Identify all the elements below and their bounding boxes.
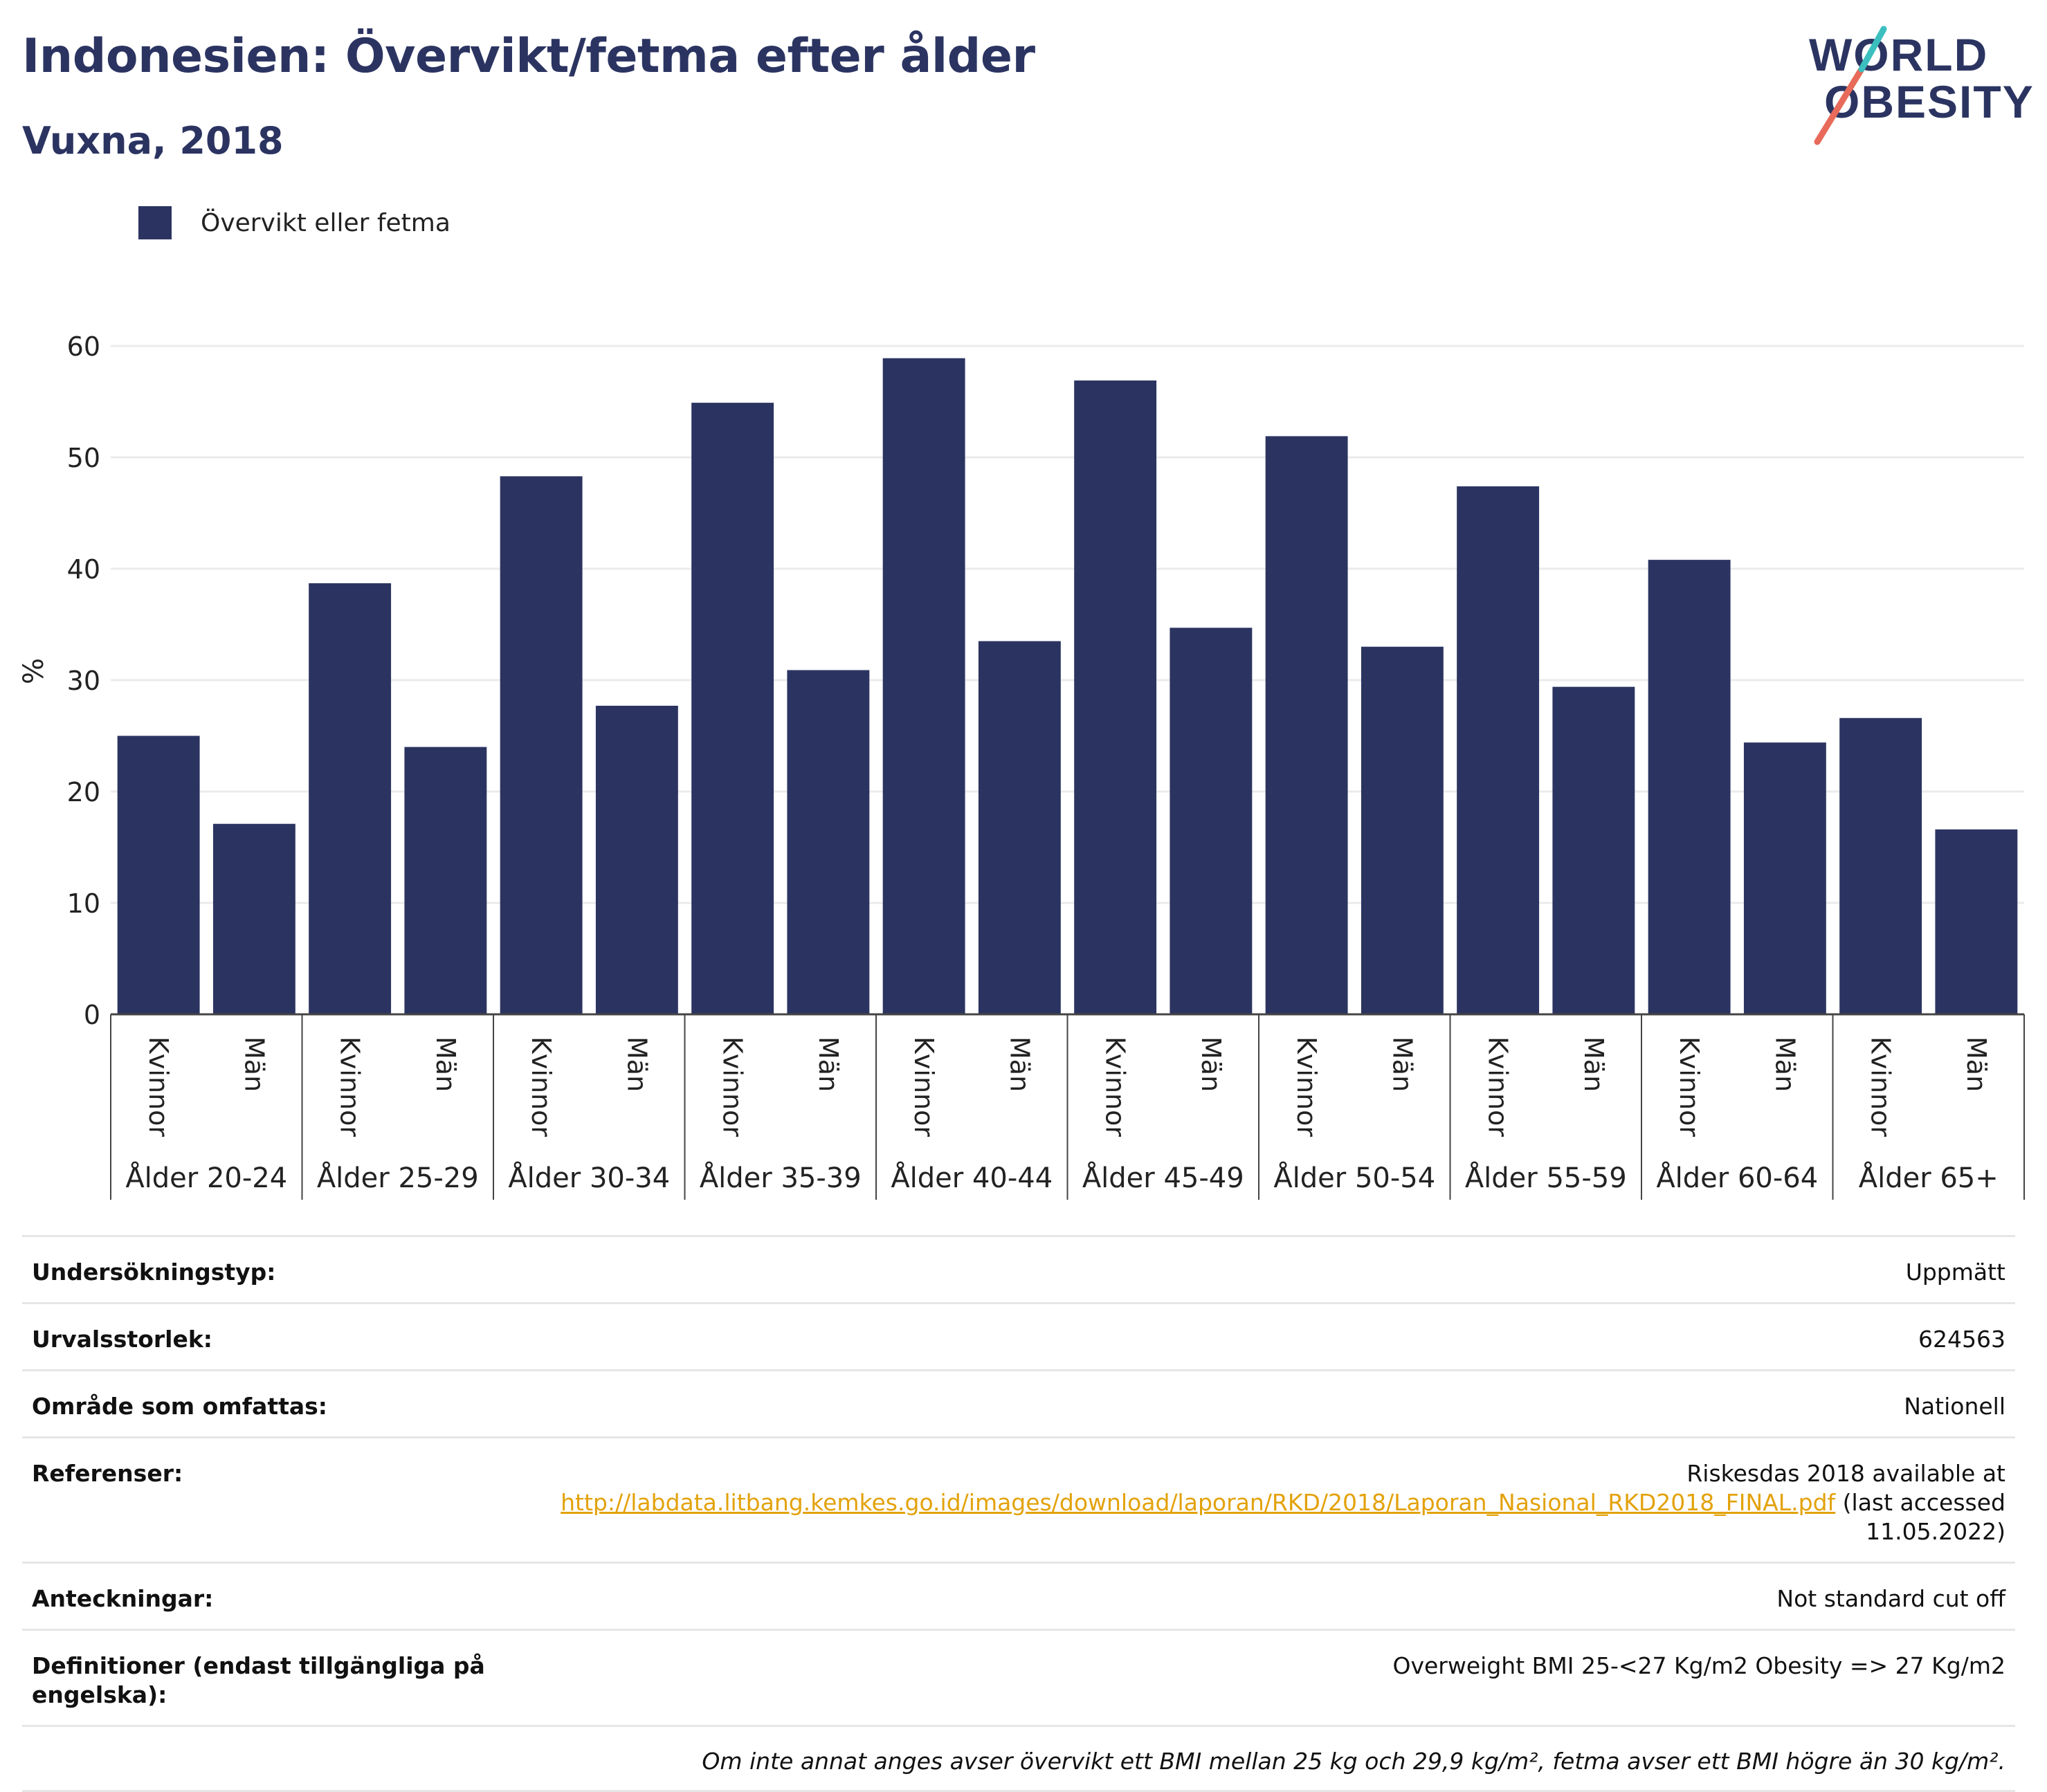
bar	[500, 476, 583, 1014]
bar	[404, 747, 487, 1014]
meta-value: Nationell	[1904, 1393, 2005, 1420]
group-label: Ålder 25-29	[317, 1161, 479, 1194]
y-tick-label: 40	[67, 554, 100, 585]
x-tick-label: Män	[1196, 1036, 1226, 1092]
x-tick-label: Män	[1769, 1036, 1800, 1092]
bar	[117, 735, 200, 1014]
y-tick-label: 20	[67, 777, 100, 807]
legend-swatch	[138, 206, 172, 239]
logo-line1: WORLD	[1809, 29, 1988, 80]
bar	[595, 706, 678, 1014]
meta-label: Anteckningar:	[32, 1585, 214, 1612]
x-tick-label: Kvinnor	[1674, 1036, 1704, 1137]
legend-label: Övervikt eller fetma	[201, 208, 451, 237]
x-tick-label: Kvinnor	[909, 1036, 939, 1137]
logo-slash-teal	[1858, 26, 1887, 73]
meta-row-sample-size: Urvalsstorlek: 624563	[22, 1302, 2015, 1369]
reference-date: 11.05.2022)	[1866, 1518, 2005, 1545]
meta-row-definitions: Definitioner (endast tillgängliga på eng…	[22, 1629, 2015, 1725]
y-axis-label: %	[18, 658, 50, 684]
bar	[1743, 742, 1826, 1014]
meta-label: Referenser:	[32, 1460, 183, 1487]
x-tick-label: Kvinnor	[718, 1036, 748, 1137]
bar	[212, 823, 295, 1014]
bar	[978, 641, 1061, 1014]
reference-link[interactable]: http://labdata.litbang.kemkes.go.id/imag…	[561, 1489, 1836, 1516]
x-tick-label: Kvinnor	[1866, 1036, 1896, 1137]
meta-row-area: Område som omfattas: Nationell	[22, 1369, 2015, 1436]
bar	[1648, 560, 1731, 1014]
group-label: Ålder 35-39	[700, 1161, 862, 1194]
meta-row-notes: Anteckningar: Not standard cut off	[22, 1562, 2015, 1629]
metadata-table: Undersökningstyp: Uppmätt Urvalsstorlek:…	[22, 1235, 2015, 1792]
group-label: Ålder 45-49	[1082, 1161, 1244, 1194]
group-label: Ålder 55-59	[1465, 1161, 1627, 1194]
x-tick-label: Män	[621, 1036, 652, 1092]
bar	[1170, 628, 1253, 1014]
x-tick-label: Kvinnor	[1483, 1036, 1513, 1137]
meta-row-references: Referenser: Riskesdas 2018 available at …	[22, 1436, 2015, 1562]
bar	[1265, 436, 1348, 1014]
x-tick-label: Kvinnor	[143, 1036, 174, 1137]
x-tick-label: Män	[1004, 1036, 1035, 1092]
bar	[1935, 829, 2018, 1014]
group-label: Ålder 40-44	[891, 1161, 1053, 1194]
x-tick-label: Män	[1387, 1036, 1417, 1092]
group-label: Ålder 30-34	[508, 1161, 670, 1194]
world-obesity-logo: WORLD OBESITY	[1809, 26, 2035, 145]
meta-label: Undersökningstyp:	[32, 1259, 276, 1286]
reference-prefix: Riskesdas 2018 available at	[1686, 1460, 2005, 1487]
x-tick-label: Kvinnor	[1291, 1036, 1322, 1137]
bar	[787, 670, 870, 1014]
bar	[309, 583, 392, 1014]
page-title: Indonesien: Övervikt/fetma efter ålder	[22, 29, 1035, 84]
group-label: Ålder 65+	[1859, 1161, 1999, 1194]
y-tick-label: 30	[67, 666, 100, 696]
bar	[1074, 380, 1157, 1014]
bar	[691, 403, 774, 1014]
y-tick-label: 50	[67, 443, 100, 473]
x-tick-label: Män	[813, 1036, 844, 1092]
group-label: Ålder 20-24	[125, 1161, 287, 1194]
meta-value: Overweight BMI 25-<27 Kg/m2 Obesity => 2…	[1392, 1652, 2006, 1679]
meta-value: Not standard cut off	[1776, 1585, 2005, 1612]
bar	[1839, 717, 1922, 1014]
meta-label: Urvalsstorlek:	[32, 1326, 213, 1353]
x-tick-label: Kvinnor	[526, 1036, 556, 1137]
group-label: Ålder 50-54	[1273, 1161, 1435, 1194]
x-tick-label: Män	[430, 1036, 461, 1092]
y-tick-label: 60	[67, 331, 100, 362]
footnote: Om inte annat anges avser övervikt ett B…	[22, 1725, 2015, 1792]
meta-label: Definitioner (endast tillgängliga på eng…	[32, 1652, 485, 1708]
meta-row-survey-type: Undersökningstyp: Uppmätt	[22, 1235, 2015, 1302]
meta-value: Riskesdas 2018 available at http://labda…	[561, 1459, 2005, 1546]
bar	[882, 358, 965, 1014]
reference-suffix: (last accessed	[1842, 1489, 2005, 1516]
x-tick-label: Män	[1579, 1036, 1609, 1092]
logo-slash-red	[1814, 66, 1865, 145]
bar	[1361, 646, 1444, 1014]
meta-value: 624563	[1918, 1326, 2005, 1353]
y-tick-label: 0	[84, 1000, 100, 1030]
group-label: Ålder 60-64	[1656, 1161, 1818, 1194]
logo-line2: OBESITY	[1824, 76, 2035, 127]
x-tick-label: Kvinnor	[335, 1036, 365, 1137]
legend: Övervikt eller fetma	[138, 206, 451, 239]
bar	[1552, 686, 1635, 1014]
x-tick-label: Män	[239, 1036, 269, 1092]
bar	[1457, 486, 1540, 1014]
x-tick-label: Kvinnor	[1100, 1036, 1131, 1137]
page-subtitle: Vuxna, 2018	[22, 119, 284, 163]
x-tick-label: Män	[1961, 1036, 1992, 1092]
meta-value: Uppmätt	[1905, 1259, 2005, 1286]
y-tick-label: 10	[67, 888, 100, 919]
meta-label: Område som omfattas:	[32, 1393, 328, 1420]
bar-chart: 0 10 20 30 40 50 60 Kvinnor Män Ålder 20-24 Kvinn…	[18, 331, 2025, 1200]
